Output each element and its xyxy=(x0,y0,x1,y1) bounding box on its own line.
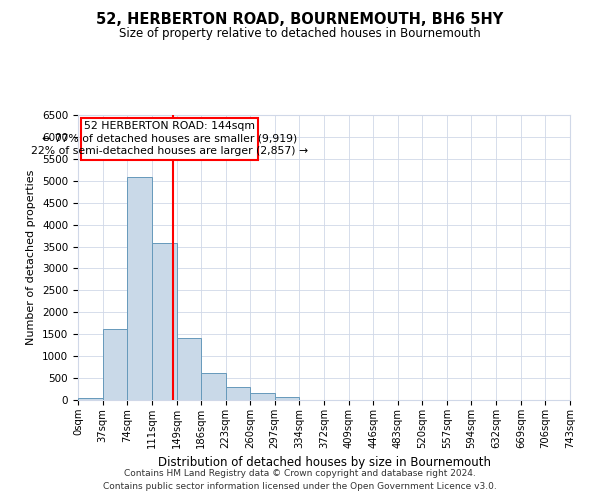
Bar xyxy=(201,374,226,400)
Bar xyxy=(176,338,201,400)
Text: 52, HERBERTON ROAD, BOURNEMOUTH, BH6 5HY: 52, HERBERTON ROAD, BOURNEMOUTH, BH6 5HY xyxy=(97,12,503,28)
Text: ← 77% of detached houses are smaller (9,919): ← 77% of detached houses are smaller (9,… xyxy=(42,134,297,143)
Bar xyxy=(127,178,152,400)
Text: 52 HERBERTON ROAD: 144sqm: 52 HERBERTON ROAD: 144sqm xyxy=(84,121,255,131)
Text: Contains HM Land Registry data © Crown copyright and database right 2024.: Contains HM Land Registry data © Crown c… xyxy=(124,468,476,477)
Bar xyxy=(152,243,176,400)
Text: 22% of semi-detached houses are larger (2,857) →: 22% of semi-detached houses are larger (… xyxy=(31,146,308,156)
Bar xyxy=(250,393,275,400)
Bar xyxy=(275,398,299,400)
Text: Size of property relative to detached houses in Bournemouth: Size of property relative to detached ho… xyxy=(119,28,481,40)
Y-axis label: Number of detached properties: Number of detached properties xyxy=(26,170,37,345)
Text: Contains public sector information licensed under the Open Government Licence v3: Contains public sector information licen… xyxy=(103,482,497,491)
FancyBboxPatch shape xyxy=(80,118,258,160)
Bar xyxy=(103,329,127,400)
Bar xyxy=(78,398,103,400)
X-axis label: Distribution of detached houses by size in Bournemouth: Distribution of detached houses by size … xyxy=(157,456,491,469)
Bar xyxy=(226,387,250,400)
